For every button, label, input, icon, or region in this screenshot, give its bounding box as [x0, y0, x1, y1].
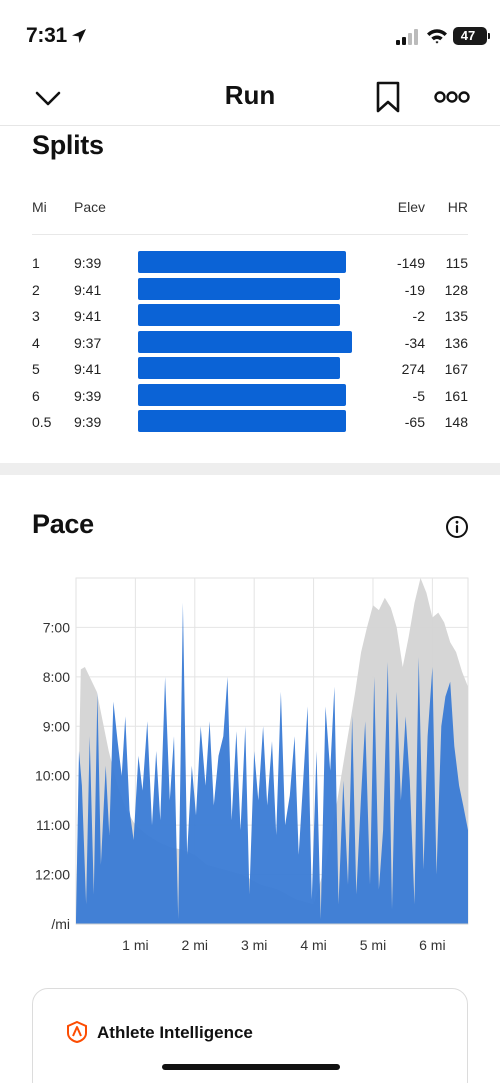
split-mile: 3 — [32, 308, 40, 324]
y-tick-label: 11:00 — [36, 817, 70, 833]
split-row: 4 9:37 -34 136 — [32, 330, 472, 356]
split-pace: 9:41 — [74, 308, 102, 324]
split-heart-rate: 115 — [445, 255, 468, 271]
split-pace-bar — [138, 277, 340, 300]
split-row: 2 9:41 -19 128 — [32, 277, 472, 303]
split-elevation: -19 — [404, 281, 425, 298]
split-pace-bar — [138, 330, 352, 353]
x-tick-label: 1 mi — [122, 937, 148, 953]
split-elevation: -2 — [412, 308, 425, 324]
wifi-icon — [427, 29, 447, 44]
split-pace: 9:39 — [74, 414, 102, 430]
split-pace: 9:41 — [74, 361, 102, 377]
split-mile: 4 — [32, 334, 40, 351]
split-heart-rate: 167 — [444, 361, 468, 377]
y-tick-label: 10:00 — [35, 768, 70, 784]
battery-icon: 47 — [453, 27, 490, 45]
split-elevation: -149 — [396, 255, 425, 271]
split-elevation: -5 — [412, 387, 425, 404]
split-row: 0.5 9:39 -65 148 — [32, 409, 472, 435]
section-separator — [0, 463, 500, 475]
split-elevation: -34 — [404, 334, 425, 351]
col-elev-header: Elev — [397, 199, 425, 215]
chevron-down-icon[interactable] — [34, 84, 62, 112]
nav-bar: Run — [0, 70, 500, 126]
split-heart-rate: 148 — [444, 414, 468, 430]
x-tick-label: 5 mi — [360, 937, 386, 953]
split-heart-rate: 161 — [444, 387, 468, 404]
split-heart-rate: 135 — [444, 308, 468, 324]
y-tick-label: 7:00 — [43, 619, 70, 635]
split-mile: 1 — [32, 255, 40, 271]
split-pace: 9:39 — [74, 255, 102, 271]
split-pace: 9:39 — [74, 387, 102, 404]
split-elevation: 274 — [401, 361, 425, 377]
col-pace-header: Pace — [74, 199, 106, 215]
y-tick-label: 9:00 — [43, 718, 70, 734]
pace-series-run — [76, 602, 468, 924]
splits-table-header: Mi Pace Elev HR — [32, 199, 472, 219]
split-heart-rate: 128 — [444, 281, 468, 298]
pace-chart: 7:00 8:00 9:00 10:00 11:00 12:00/mi 1 mi 2 mi 3 … — [35, 577, 469, 953]
pace-series-comparison — [76, 578, 468, 924]
bookmark-icon[interactable] — [374, 80, 402, 114]
split-pace: 9:41 — [74, 281, 102, 298]
col-mi-header: Mi — [32, 199, 47, 215]
split-pace-bar — [138, 251, 346, 273]
y-tick-label: 12:00 — [35, 867, 70, 883]
y-unit-label: /mi — [51, 916, 70, 932]
col-hr-header: HR — [447, 199, 468, 215]
x-tick-label: 6 mi — [419, 937, 445, 953]
split-heart-rate: 136 — [444, 334, 468, 351]
split-mile: 2 — [32, 281, 40, 298]
location-arrow-icon — [72, 29, 86, 43]
info-icon[interactable] — [445, 515, 469, 539]
athlete-intelligence-title: Athlete Intelligence — [97, 1023, 253, 1042]
home-indicator — [162, 1064, 340, 1070]
battery-level: 47 — [460, 28, 476, 43]
split-pace-bar — [138, 383, 346, 406]
split-mile: 6 — [32, 387, 40, 404]
split-pace-bar — [138, 410, 346, 432]
pace-title: Pace — [32, 509, 94, 539]
y-tick-label: 8:00 — [43, 669, 70, 685]
page-title: Run — [224, 80, 276, 110]
split-mile: 5 — [32, 361, 40, 377]
splits-title: Splits — [32, 130, 104, 160]
divider — [32, 234, 468, 235]
split-row: 6 9:39 -5 161 — [32, 383, 472, 409]
x-tick-label: 2 mi — [182, 937, 208, 953]
more-icon[interactable] — [434, 86, 470, 108]
status-time: 7:31 — [26, 24, 67, 47]
status-bar: 7:31 47 — [0, 0, 500, 70]
split-pace: 9:37 — [74, 334, 102, 351]
split-row: 3 9:41 -2 135 — [32, 303, 472, 329]
x-tick-label: 3 mi — [241, 937, 267, 953]
split-mile: 0.5 — [32, 414, 52, 430]
cellular-signal-icon — [396, 29, 418, 45]
split-pace-bar — [138, 304, 340, 326]
split-row: 5 9:41 274 167 — [32, 356, 472, 382]
x-tick-label: 4 mi — [300, 937, 326, 953]
split-row: 1 9:39 -149 115 — [32, 250, 472, 276]
split-elevation: -65 — [404, 414, 425, 430]
split-pace-bar — [138, 357, 340, 379]
athlete-intelligence-icon — [67, 1021, 87, 1043]
